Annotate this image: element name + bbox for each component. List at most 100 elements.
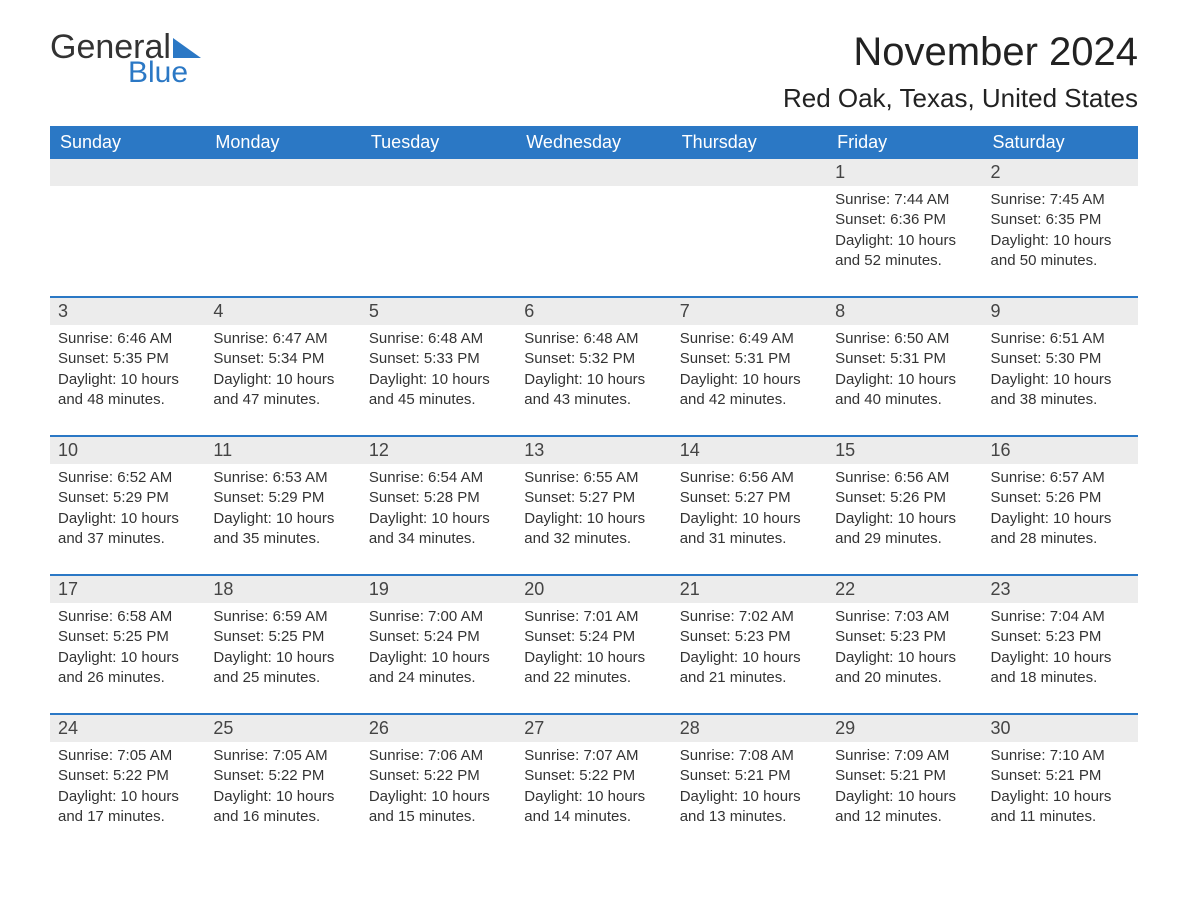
calendar-day-cell: 14Sunrise: 6:56 AMSunset: 5:27 PMDayligh… xyxy=(672,436,827,575)
weekday-header: Thursday xyxy=(672,126,827,159)
sunrise-text: Sunrise: 6:56 AM xyxy=(835,468,974,488)
day-number: 17 xyxy=(50,576,205,603)
day-number-empty xyxy=(672,159,827,186)
day-number: 19 xyxy=(361,576,516,603)
sunrise-text: Sunrise: 7:44 AM xyxy=(835,190,974,210)
sunrise-text: Sunrise: 6:58 AM xyxy=(58,607,197,627)
day-body: Sunrise: 6:51 AMSunset: 5:30 PMDaylight:… xyxy=(983,325,1138,435)
calendar-week-row: 1Sunrise: 7:44 AMSunset: 6:36 PMDaylight… xyxy=(50,159,1138,297)
daylight-text: Daylight: 10 hours and 13 minutes. xyxy=(680,787,819,828)
day-number: 22 xyxy=(827,576,982,603)
calendar-day-cell: 28Sunrise: 7:08 AMSunset: 5:21 PMDayligh… xyxy=(672,714,827,852)
daylight-text: Daylight: 10 hours and 48 minutes. xyxy=(58,370,197,411)
sunrise-text: Sunrise: 7:01 AM xyxy=(524,607,663,627)
daylight-text: Daylight: 10 hours and 43 minutes. xyxy=(524,370,663,411)
day-number: 11 xyxy=(205,437,360,464)
day-body-empty xyxy=(50,186,205,296)
sunset-text: Sunset: 5:30 PM xyxy=(991,349,1130,369)
day-number: 15 xyxy=(827,437,982,464)
day-body: Sunrise: 6:53 AMSunset: 5:29 PMDaylight:… xyxy=(205,464,360,574)
sunset-text: Sunset: 5:35 PM xyxy=(58,349,197,369)
calendar-day-cell: 24Sunrise: 7:05 AMSunset: 5:22 PMDayligh… xyxy=(50,714,205,852)
day-number: 28 xyxy=(672,715,827,742)
calendar-day-cell xyxy=(205,159,360,297)
daylight-text: Daylight: 10 hours and 31 minutes. xyxy=(680,509,819,550)
daylight-text: Daylight: 10 hours and 40 minutes. xyxy=(835,370,974,411)
daylight-text: Daylight: 10 hours and 25 minutes. xyxy=(213,648,352,689)
daylight-text: Daylight: 10 hours and 47 minutes. xyxy=(213,370,352,411)
day-number: 23 xyxy=(983,576,1138,603)
day-number: 14 xyxy=(672,437,827,464)
sunset-text: Sunset: 5:26 PM xyxy=(991,488,1130,508)
sunrise-text: Sunrise: 7:45 AM xyxy=(991,190,1130,210)
sunset-text: Sunset: 5:33 PM xyxy=(369,349,508,369)
day-body: Sunrise: 7:45 AMSunset: 6:35 PMDaylight:… xyxy=(983,186,1138,296)
day-number-empty xyxy=(516,159,671,186)
sunrise-text: Sunrise: 7:04 AM xyxy=(991,607,1130,627)
sunrise-text: Sunrise: 6:56 AM xyxy=(680,468,819,488)
sunset-text: Sunset: 5:28 PM xyxy=(369,488,508,508)
sunset-text: Sunset: 5:29 PM xyxy=(58,488,197,508)
sunrise-text: Sunrise: 7:06 AM xyxy=(369,746,508,766)
weekday-header: Wednesday xyxy=(516,126,671,159)
day-number: 10 xyxy=(50,437,205,464)
day-body: Sunrise: 6:56 AMSunset: 5:27 PMDaylight:… xyxy=(672,464,827,574)
day-number: 3 xyxy=(50,298,205,325)
calendar-day-cell: 3Sunrise: 6:46 AMSunset: 5:35 PMDaylight… xyxy=(50,297,205,436)
day-body: Sunrise: 6:49 AMSunset: 5:31 PMDaylight:… xyxy=(672,325,827,435)
daylight-text: Daylight: 10 hours and 38 minutes. xyxy=(991,370,1130,411)
sunrise-text: Sunrise: 6:54 AM xyxy=(369,468,508,488)
day-body: Sunrise: 7:03 AMSunset: 5:23 PMDaylight:… xyxy=(827,603,982,713)
page-header: General Blue November 2024 Red Oak, Texa… xyxy=(50,30,1138,114)
day-body: Sunrise: 7:04 AMSunset: 5:23 PMDaylight:… xyxy=(983,603,1138,713)
day-number: 12 xyxy=(361,437,516,464)
daylight-text: Daylight: 10 hours and 29 minutes. xyxy=(835,509,974,550)
calendar-day-cell: 22Sunrise: 7:03 AMSunset: 5:23 PMDayligh… xyxy=(827,575,982,714)
sunset-text: Sunset: 5:34 PM xyxy=(213,349,352,369)
sunrise-text: Sunrise: 7:10 AM xyxy=(991,746,1130,766)
day-number: 24 xyxy=(50,715,205,742)
day-number: 8 xyxy=(827,298,982,325)
month-title: November 2024 xyxy=(783,30,1138,75)
day-number: 4 xyxy=(205,298,360,325)
day-body: Sunrise: 6:50 AMSunset: 5:31 PMDaylight:… xyxy=(827,325,982,435)
day-number: 27 xyxy=(516,715,671,742)
sunrise-text: Sunrise: 7:00 AM xyxy=(369,607,508,627)
calendar-day-cell: 2Sunrise: 7:45 AMSunset: 6:35 PMDaylight… xyxy=(983,159,1138,297)
sunset-text: Sunset: 5:21 PM xyxy=(680,766,819,786)
day-number: 30 xyxy=(983,715,1138,742)
sunset-text: Sunset: 5:22 PM xyxy=(524,766,663,786)
sunrise-text: Sunrise: 7:05 AM xyxy=(213,746,352,766)
calendar-day-cell: 15Sunrise: 6:56 AMSunset: 5:26 PMDayligh… xyxy=(827,436,982,575)
day-body-empty xyxy=(516,186,671,296)
sunset-text: Sunset: 6:35 PM xyxy=(991,210,1130,230)
calendar-day-cell xyxy=(50,159,205,297)
day-body: Sunrise: 7:00 AMSunset: 5:24 PMDaylight:… xyxy=(361,603,516,713)
calendar-day-cell: 25Sunrise: 7:05 AMSunset: 5:22 PMDayligh… xyxy=(205,714,360,852)
calendar-day-cell: 1Sunrise: 7:44 AMSunset: 6:36 PMDaylight… xyxy=(827,159,982,297)
calendar-day-cell: 5Sunrise: 6:48 AMSunset: 5:33 PMDaylight… xyxy=(361,297,516,436)
weekday-header: Tuesday xyxy=(361,126,516,159)
daylight-text: Daylight: 10 hours and 28 minutes. xyxy=(991,509,1130,550)
day-number-empty xyxy=(205,159,360,186)
daylight-text: Daylight: 10 hours and 11 minutes. xyxy=(991,787,1130,828)
daylight-text: Daylight: 10 hours and 12 minutes. xyxy=(835,787,974,828)
sunset-text: Sunset: 5:22 PM xyxy=(213,766,352,786)
title-block: November 2024 Red Oak, Texas, United Sta… xyxy=(783,30,1138,114)
calendar-day-cell: 30Sunrise: 7:10 AMSunset: 5:21 PMDayligh… xyxy=(983,714,1138,852)
weekday-header: Sunday xyxy=(50,126,205,159)
day-number: 2 xyxy=(983,159,1138,186)
daylight-text: Daylight: 10 hours and 32 minutes. xyxy=(524,509,663,550)
sunset-text: Sunset: 5:24 PM xyxy=(369,627,508,647)
day-body: Sunrise: 6:47 AMSunset: 5:34 PMDaylight:… xyxy=(205,325,360,435)
sunrise-text: Sunrise: 6:47 AM xyxy=(213,329,352,349)
calendar-day-cell: 21Sunrise: 7:02 AMSunset: 5:23 PMDayligh… xyxy=(672,575,827,714)
daylight-text: Daylight: 10 hours and 20 minutes. xyxy=(835,648,974,689)
sunrise-text: Sunrise: 6:48 AM xyxy=(369,329,508,349)
daylight-text: Daylight: 10 hours and 21 minutes. xyxy=(680,648,819,689)
calendar-day-cell: 17Sunrise: 6:58 AMSunset: 5:25 PMDayligh… xyxy=(50,575,205,714)
calendar-day-cell: 8Sunrise: 6:50 AMSunset: 5:31 PMDaylight… xyxy=(827,297,982,436)
calendar-week-row: 3Sunrise: 6:46 AMSunset: 5:35 PMDaylight… xyxy=(50,297,1138,436)
sunrise-text: Sunrise: 7:07 AM xyxy=(524,746,663,766)
sunrise-text: Sunrise: 6:53 AM xyxy=(213,468,352,488)
